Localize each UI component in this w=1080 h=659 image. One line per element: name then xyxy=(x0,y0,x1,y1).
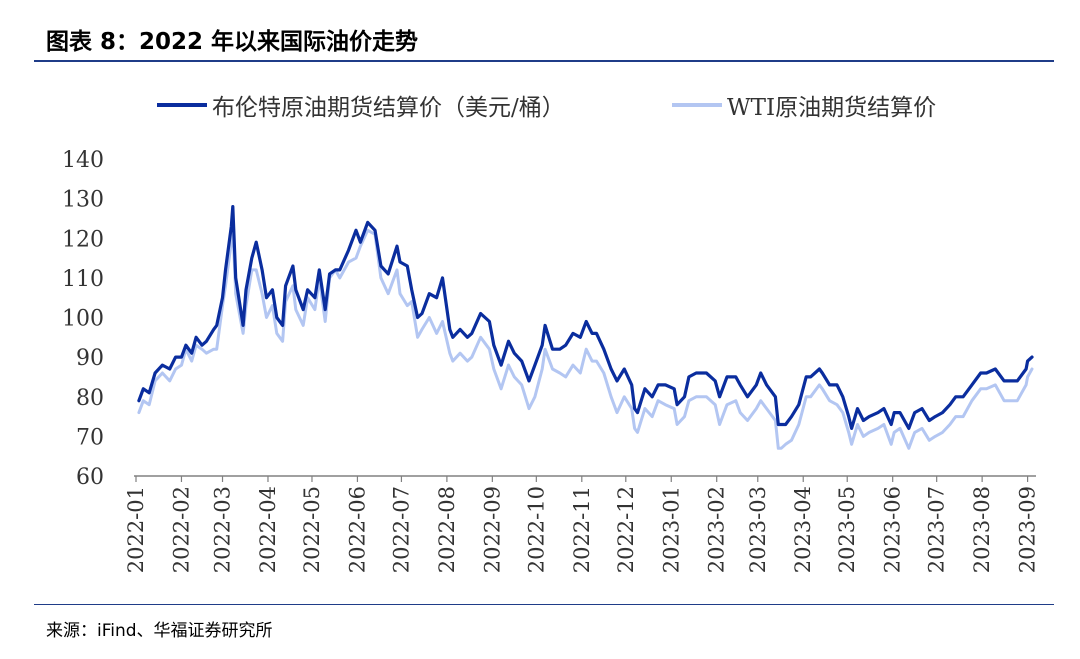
x-tick-label: 2023-01 xyxy=(659,486,683,573)
x-tick-label: 2022-10 xyxy=(524,486,548,573)
x-tick-label: 2022-12 xyxy=(614,486,638,573)
x-tick-label: 2022-02 xyxy=(169,486,193,573)
y-tick-label: 70 xyxy=(76,425,104,450)
figure-title: 图表 8：2022 年以来国际油价走势 xyxy=(46,29,419,55)
y-tick-label: 80 xyxy=(76,386,104,411)
chart-legend: 布伦特原油期货结算价（美元/桶） WTI原油期货结算价 xyxy=(157,95,936,121)
x-tick-label: 2022-01 xyxy=(124,486,148,573)
bottom-rule xyxy=(34,604,1054,605)
x-tick-label: 2022-09 xyxy=(480,486,504,573)
y-tick-label: 90 xyxy=(76,346,104,371)
x-tick-label: 2023-07 xyxy=(925,486,949,573)
x-tick-label: 2023-05 xyxy=(835,486,859,573)
x-tick-label: 2022-11 xyxy=(570,486,594,573)
y-tick-label: 130 xyxy=(62,188,104,213)
x-tick-label: 2023-09 xyxy=(1016,486,1040,573)
y-tick-label: 110 xyxy=(62,267,104,292)
y-tick-label: 140 xyxy=(62,148,104,173)
y-tick-label: 60 xyxy=(76,465,104,490)
series-line-brent xyxy=(137,205,1034,430)
y-tick-label: 120 xyxy=(62,227,104,252)
x-tick-label: 2022-05 xyxy=(300,486,324,573)
legend-label-wti: WTI原油期货结算价 xyxy=(727,95,936,121)
plot-area xyxy=(137,205,1034,450)
x-tick-label: 2022-03 xyxy=(211,486,235,573)
x-tick-label: 2022-07 xyxy=(389,486,413,573)
y-axis: 60 70 80 90 100 110 120 130 140 xyxy=(62,148,104,490)
source-note: 来源：iFind、华福证券研究所 xyxy=(46,621,273,641)
series-line-wti xyxy=(137,224,1034,450)
x-tick-label: 2023-03 xyxy=(746,486,770,573)
x-tick-label: 2022-06 xyxy=(345,486,369,573)
top-rule xyxy=(34,60,1054,62)
legend-label-brent: 布伦特原油期货结算价（美元/桶） xyxy=(212,95,565,121)
y-tick-label: 100 xyxy=(62,307,104,332)
x-tick-label: 2022-04 xyxy=(256,486,280,573)
x-tick-label: 2023-02 xyxy=(705,486,729,573)
x-tick-label: 2022-08 xyxy=(435,486,459,573)
x-tick-label: 2023-04 xyxy=(791,486,815,573)
x-tick-label: 2023-06 xyxy=(881,486,905,573)
x-axis: 2022-01 2022-02 2022-03 2022-04 2022-05 2022-… xyxy=(124,475,1040,573)
x-tick-label: 2023-08 xyxy=(970,486,994,573)
